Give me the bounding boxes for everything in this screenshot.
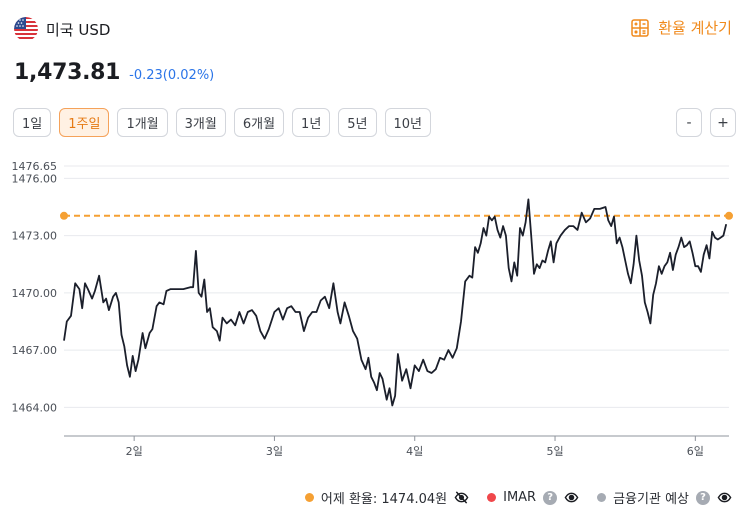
calculator-label: 환율 계산기 bbox=[658, 19, 732, 37]
help-icon[interactable]: ? bbox=[696, 490, 710, 505]
legend-institution-label: 금융기관 예상 bbox=[613, 492, 689, 507]
x-tick-label: 5일 bbox=[546, 444, 563, 458]
x-tick-label: 6일 bbox=[687, 444, 704, 458]
y-tick-label: 1476.00 bbox=[12, 172, 58, 185]
period-1w-button[interactable]: 1주일 bbox=[59, 108, 110, 137]
x-tick-label: 3일 bbox=[266, 444, 283, 458]
y-tick-label: 1467.00 bbox=[12, 344, 58, 357]
yesterday-rate-marker-end bbox=[725, 211, 733, 220]
period-10y-button[interactable]: 10년 bbox=[384, 108, 432, 137]
legend-imar-label: IMAR bbox=[503, 490, 537, 505]
legend-yesterday-label: 어제 환율: 1474.04원 bbox=[320, 492, 448, 507]
period-5y-button[interactable]: 5년 bbox=[338, 108, 377, 137]
period-1m-button[interactable]: 1개월 bbox=[117, 108, 168, 137]
zoom-in-button[interactable]: + bbox=[710, 108, 736, 137]
chart-legend: 어제 환율: 1474.04원 IMAR ? 금융기관 예상 ? bbox=[304, 488, 732, 507]
period-1y-button[interactable]: 1년 bbox=[292, 108, 331, 137]
rate-value: 1,473.81 bbox=[14, 60, 121, 85]
legend-yesterday-rate: 어제 환율: 1474.04원 bbox=[304, 488, 469, 507]
period-6m-button[interactable]: 6개월 bbox=[233, 108, 285, 137]
legend-institution: 금융기관 예상 ? bbox=[597, 488, 732, 507]
rate-change: -0.23(0.02%) bbox=[129, 68, 215, 83]
exchange-calculator-button[interactable]: 환율 계산기 bbox=[630, 17, 732, 38]
x-tick-label: 4일 bbox=[406, 444, 423, 458]
eye-off-icon[interactable] bbox=[454, 490, 469, 505]
zoom-controls: - + bbox=[676, 108, 736, 137]
yesterday-rate-marker-start bbox=[60, 211, 68, 220]
period-tabs: 1일 1주일 1개월 3개월 6개월 1년 5년 10년 bbox=[13, 108, 432, 137]
x-tick-label: 2일 bbox=[126, 444, 143, 458]
y-tick-label: 1476.65 bbox=[12, 160, 58, 173]
y-tick-label: 1464.00 bbox=[12, 401, 58, 414]
eye-icon[interactable] bbox=[717, 490, 732, 505]
zoom-out-button[interactable]: - bbox=[676, 108, 702, 137]
current-rate: 1,473.81 -0.23(0.02%) bbox=[14, 60, 214, 85]
currency-selector[interactable]: 미국 USD bbox=[14, 17, 110, 41]
imar-dot bbox=[487, 493, 497, 502]
eye-icon[interactable] bbox=[564, 490, 579, 505]
rate-series-line bbox=[63, 198, 728, 407]
period-1d-button[interactable]: 1일 bbox=[13, 108, 52, 137]
y-tick-label: 1470.00 bbox=[12, 287, 58, 300]
yesterday-dot bbox=[304, 493, 314, 502]
calculator-icon bbox=[631, 18, 649, 37]
help-icon[interactable]: ? bbox=[543, 490, 558, 505]
institution-dot bbox=[597, 493, 607, 502]
period-3m-button[interactable]: 3개월 bbox=[175, 108, 226, 137]
legend-imar: IMAR ? bbox=[487, 490, 579, 505]
y-tick-label: 1473.00 bbox=[12, 230, 58, 243]
us-flag-icon bbox=[14, 17, 38, 41]
currency-name: 미국 USD bbox=[46, 20, 111, 39]
